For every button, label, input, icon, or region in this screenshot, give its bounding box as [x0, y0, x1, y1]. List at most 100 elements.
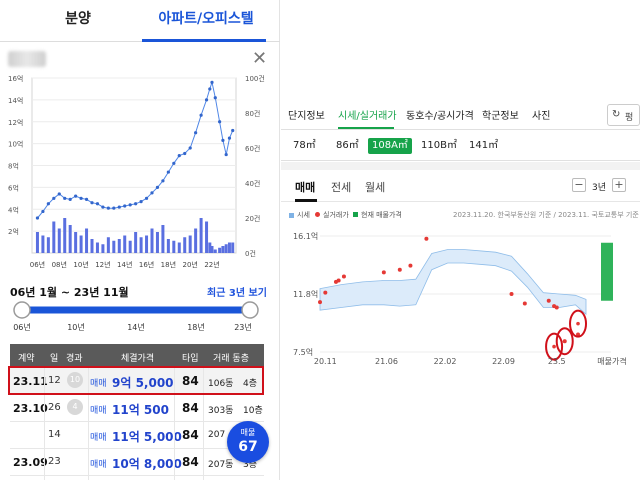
refresh-button[interactable]: ↻ 펑	[607, 104, 640, 126]
x-tick-label: 매물가격	[597, 356, 626, 366]
row-dong: 207동	[208, 460, 234, 470]
table-row[interactable]: 23.10 26 4 매매 11억 500 84 303동 10층	[10, 395, 264, 422]
deal-point	[546, 298, 551, 303]
x-tick-label: 18년	[161, 260, 176, 269]
volume-bar	[194, 228, 198, 253]
recent-3y-link[interactable]: 최근 3년 보기	[207, 288, 267, 299]
price-point	[35, 216, 40, 220]
row-day: 23	[48, 456, 61, 467]
annotation-circle	[545, 332, 564, 361]
row-dong: 207	[208, 430, 226, 440]
price-history-chart: 16억 14억 12억 10억 8억 6억 4억 2억 100건 80건 60건 40건 20건 0건 06…	[8, 74, 265, 269]
price-point	[227, 136, 232, 140]
volume-bar	[145, 235, 149, 253]
row-area-type: 84	[182, 455, 199, 469]
tab-sale[interactable]: 매매	[295, 181, 316, 194]
price-point	[41, 209, 45, 214]
annotation-circle	[569, 309, 588, 338]
active-deal-tab-indicator	[295, 199, 317, 202]
row-area-type: 84	[182, 374, 199, 388]
row-price: 11억 5,000	[112, 430, 182, 444]
row-floor: 10층	[243, 406, 263, 416]
row-price: 11억 500	[112, 403, 169, 417]
header-type: 타입	[182, 354, 199, 364]
deal-type-tabs: 매매 전세 월세	[281, 170, 640, 202]
price-chart-axis-labels: 16억 14억 12억 10억 8억 6억 4억 2억 100건 80건 60건 40건 20건 0건 06…	[8, 74, 265, 269]
price-point	[221, 138, 225, 142]
volume-bar	[106, 237, 110, 253]
price-point	[210, 80, 214, 84]
volume-bar	[213, 249, 217, 253]
size-141[interactable]: 141㎡	[469, 140, 499, 151]
price-point	[112, 206, 116, 210]
period-slider[interactable]: 06년 10년 14년 18년 23년	[0, 300, 280, 340]
close-icon[interactable]: ✕	[252, 48, 268, 69]
right-panel: 단지정보 시세/실거래가 동호수/공시가격 학군정보 사진 ↻ 펑 78㎡ 86…	[281, 0, 640, 480]
price-point	[172, 161, 176, 165]
period-label: 06년 1월 ~ 23년 11월	[10, 286, 129, 299]
zoom-out-button[interactable]: −	[572, 178, 586, 192]
deal-point	[397, 267, 402, 272]
zoom-range-label: 3년	[592, 183, 607, 193]
volume-bar	[221, 246, 225, 253]
tab-market-price[interactable]: 시세/실거래가	[338, 111, 397, 122]
table-row[interactable]: 23.09 23 매매 10억 8,000 84 207동 3층	[10, 449, 264, 476]
row-day: 14	[48, 429, 61, 440]
tab-presale[interactable]: 분양	[65, 11, 91, 27]
price-point	[128, 203, 132, 207]
row-dong: 303동	[208, 406, 234, 416]
price-point	[231, 128, 235, 133]
volume-bar	[35, 232, 39, 253]
x-tick-label: 23.5	[548, 357, 566, 366]
row-floor: 4층	[243, 379, 258, 389]
y-tick-label: 7.5억	[293, 347, 313, 357]
y-tick-label: 16.1억	[293, 231, 318, 241]
legend-listing: 현재 매물가격	[361, 211, 402, 219]
tab-apartment[interactable]: 아파트/오피스텔	[158, 11, 254, 27]
refresh-label: 펑	[625, 113, 634, 123]
tab-monthly[interactable]: 월세	[365, 181, 386, 194]
table-row[interactable]: 14 매매 11억 5,000 84 207	[10, 422, 264, 449]
slider-tick-label: 23년	[234, 322, 252, 332]
deal-point	[509, 292, 514, 296]
price-point	[161, 179, 165, 183]
row-contract-month: 23.10	[13, 402, 48, 415]
tab-complex-info[interactable]: 단지정보	[288, 111, 325, 122]
price-point	[150, 191, 154, 195]
y-right-tick-label: 40건	[245, 179, 260, 188]
tab-jeonse[interactable]: 전세	[331, 181, 352, 194]
market-price-band	[319, 249, 587, 316]
size-108a[interactable]: 108A㎡	[368, 138, 412, 154]
listings-count-badge[interactable]: 매물 67	[227, 421, 269, 463]
price-point	[194, 131, 198, 135]
price-point	[177, 154, 181, 158]
y-right-tick-label: 20건	[245, 214, 260, 223]
table-divider	[174, 368, 175, 480]
tab-school[interactable]: 학군정보	[482, 111, 519, 122]
price-point	[52, 196, 56, 200]
tab-photos[interactable]: 사진	[532, 111, 551, 122]
deal-point	[522, 301, 527, 306]
volume-bars	[35, 218, 235, 253]
price-point	[134, 202, 138, 206]
size-78[interactable]: 78㎡	[293, 140, 316, 151]
zoom-in-button[interactable]: +	[612, 178, 626, 192]
price-band-area	[319, 249, 587, 316]
x-tick-label: 21.06	[375, 357, 398, 366]
volume-bar	[57, 228, 61, 253]
price-line	[37, 80, 234, 219]
size-110b[interactable]: 110B㎡	[421, 140, 457, 151]
volume-bar	[188, 235, 192, 253]
tab-unit-price[interactable]: 동호수/공시가격	[406, 111, 474, 122]
header-contract: 계약	[18, 354, 35, 364]
price-point	[57, 192, 61, 196]
y-tick-label: 14억	[8, 97, 23, 105]
size-86[interactable]: 86㎡	[336, 140, 359, 151]
volume-bar	[224, 244, 228, 253]
price-point	[218, 120, 222, 124]
volume-bar	[63, 218, 67, 253]
row-trade-type: 매매	[90, 406, 107, 416]
table-divider	[88, 368, 89, 480]
volume-bar	[123, 235, 127, 253]
